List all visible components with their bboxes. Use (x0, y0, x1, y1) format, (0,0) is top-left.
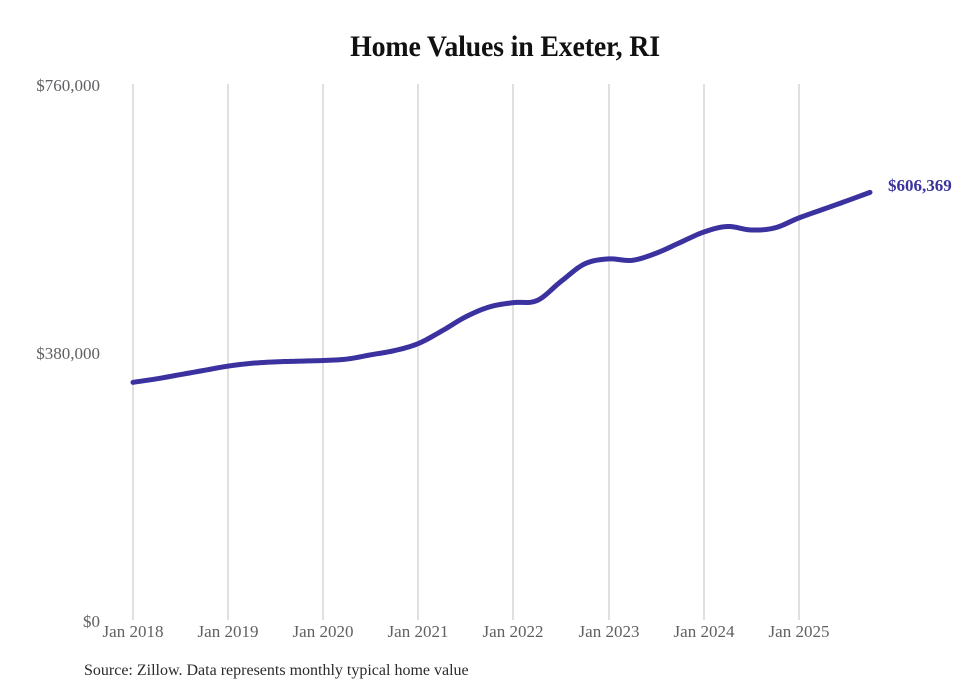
source-note: Source: Zillow. Data represents monthly … (84, 662, 469, 679)
x-tick-label-jan-2020: Jan 2020 (292, 622, 354, 641)
x-tick-label-jan-2022: Jan 2022 (482, 622, 544, 641)
vertical-gridlines (132, 84, 800, 620)
x-tick-label-jan-2025: Jan 2025 (768, 622, 830, 641)
y-tick-label-0: $0 (83, 612, 100, 631)
x-tick-label-jan-2024: Jan 2024 (673, 622, 735, 641)
x-tick-label-jan-2023: Jan 2023 (578, 622, 640, 641)
home-value-series-line (130, 189, 873, 385)
x-tick-label-jan-2019: Jan 2019 (197, 622, 259, 641)
y-tick-label-380000: $380,000 (36, 344, 100, 363)
x-tick-label-jan-2018: Jan 2018 (102, 622, 164, 641)
y-tick-label-760000: $760,000 (36, 76, 100, 95)
x-tick-label-jan-2021: Jan 2021 (387, 622, 449, 641)
chart-title: Home Values in Exeter, RI (350, 30, 660, 63)
end-value-label: $606,369 (888, 176, 952, 195)
